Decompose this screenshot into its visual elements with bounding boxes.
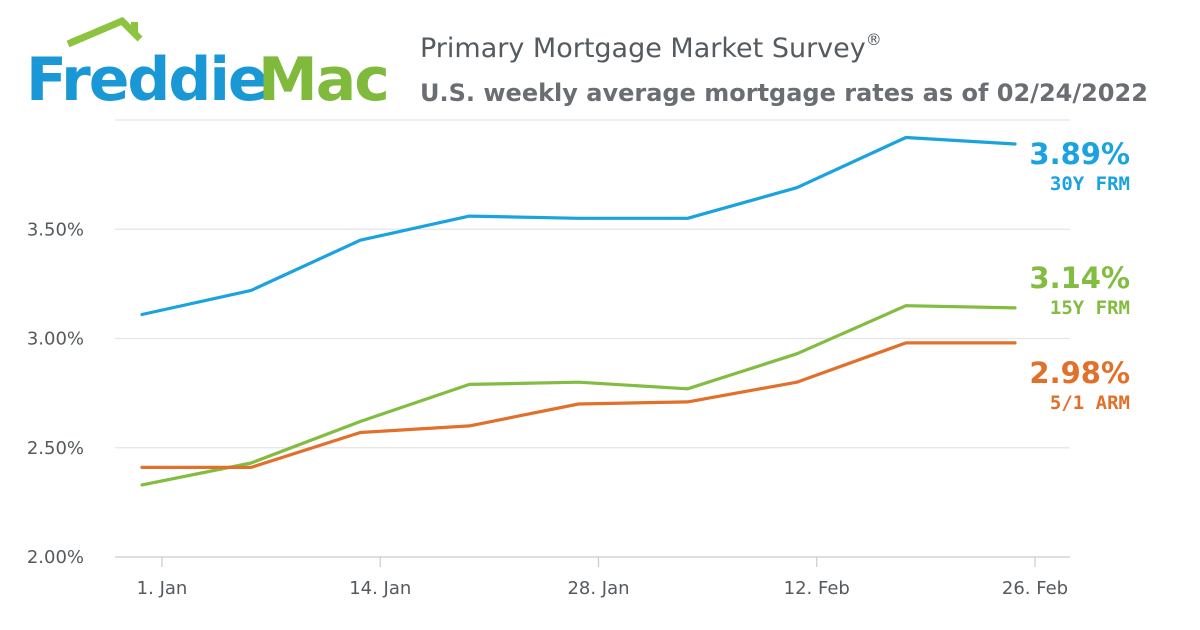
axes: 2.00% 2.50% 3.00% 3.50% 1. Jan 14. Jan 28. Jan…	[27, 219, 1068, 599]
x-tick-label: 14. Jan	[349, 578, 411, 599]
series-line-15y-frm	[140, 304, 1017, 487]
logo-roof-line	[66, 16, 143, 48]
chart-subtitle: U.S. weekly average mortgage rates as of…	[420, 79, 1148, 107]
series-line-30y-frm	[140, 135, 1017, 317]
x-tick-label: 12. Feb	[784, 578, 850, 599]
end-value-30y-frm: 3.89%	[1029, 137, 1130, 171]
end-value-5-1-arm: 2.98%	[1029, 356, 1130, 390]
end-labels: 3.89%30Y FRM 3.14%15Y FRM 2.98%5/1 ARM	[1029, 137, 1130, 414]
chart-title: Primary Mortgage Market Survey®	[420, 30, 882, 64]
x-tick-label: 1. Jan	[137, 578, 188, 599]
logo-mac-text: Mac	[258, 45, 388, 115]
logo-freddie-text: Freddie	[26, 45, 267, 115]
registered-mark: ®	[866, 30, 882, 49]
series-name-15y-frm: 15Y FRM	[1050, 297, 1130, 319]
series-lines	[140, 135, 1017, 487]
series-name-5-1-arm: 5/1 ARM	[1050, 392, 1130, 414]
freddie-mac-logo: Freddie Mac	[26, 16, 390, 115]
y-tick-label: 2.00%	[27, 547, 84, 568]
series-name-30y-frm: 30Y FRM	[1050, 173, 1130, 195]
y-tick-label: 3.00%	[27, 329, 84, 350]
series-line-5-1-arm	[140, 341, 1017, 469]
end-value-15y-frm: 3.14%	[1029, 261, 1130, 295]
y-tick-label: 2.50%	[27, 438, 84, 459]
x-tick-label: 26. Feb	[1002, 578, 1068, 599]
x-tick-label: 28. Jan	[567, 578, 629, 599]
y-tick-label: 3.50%	[27, 219, 84, 240]
gridlines	[115, 119, 1070, 558]
chart-title-text: Primary Mortgage Market Survey	[420, 33, 866, 64]
